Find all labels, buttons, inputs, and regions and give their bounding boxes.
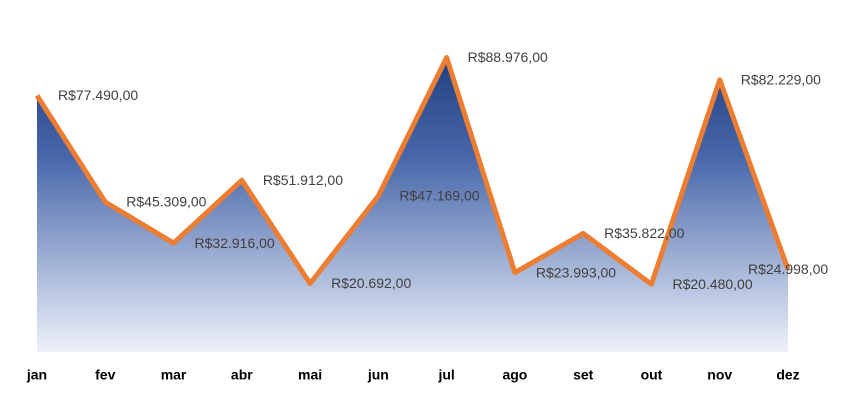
x-tick-label: mai [298,367,322,383]
x-tick-label: jul [437,367,454,383]
data-label: R$82.229,00 [741,72,821,88]
data-label: R$20.692,00 [331,275,411,291]
data-label: R$32.916,00 [195,235,275,251]
data-label: R$51.912,00 [263,172,343,188]
x-tick-label: out [641,367,663,383]
data-label: R$45.309,00 [126,194,206,210]
data-label: R$47.169,00 [399,188,479,204]
area [37,57,788,352]
line [34,54,791,287]
x-tick-label: mar [161,367,187,383]
x-tick-label: ago [502,367,527,383]
data-label: R$23.993,00 [536,264,616,280]
x-tick-label: abr [231,367,253,383]
data-label: R$88.976,00 [468,49,548,65]
data-label: R$35.822,00 [604,225,684,241]
x-tick-label: jun [367,367,389,383]
data-label: R$20.480,00 [672,276,752,292]
x-tick-label: fev [95,367,115,383]
data-label: R$77.490,00 [58,87,138,103]
x-tick-label: nov [707,367,732,383]
x-tick-label: jan [26,367,47,383]
data-label: R$24.998,00 [748,261,828,277]
x-tick-label: set [573,367,594,383]
x-tick-label: dez [776,367,799,383]
